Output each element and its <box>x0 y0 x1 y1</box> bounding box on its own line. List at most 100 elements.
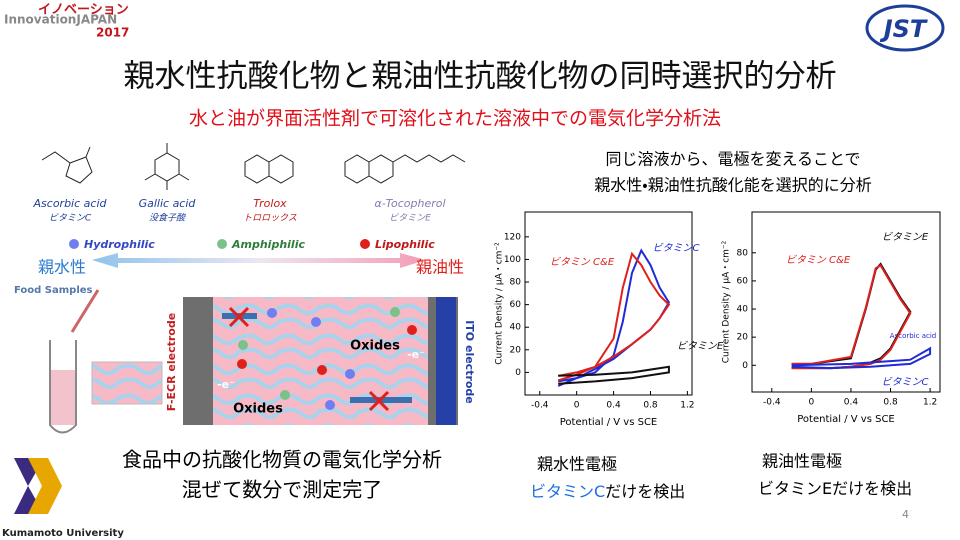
tube-liquid <box>51 370 75 425</box>
cv-curve <box>557 251 671 382</box>
legend-label: Lipophilic <box>375 238 435 251</box>
compound-name: α-Tocopherol <box>374 197 445 210</box>
oxides-label: Oxides <box>350 339 400 354</box>
page-number: 4 <box>902 508 909 521</box>
compound-jp: ビタミンC <box>49 213 92 224</box>
annotation: Ascorbic acid <box>890 332 936 340</box>
plots-note: 親水性・親油性抗酸化能を選択的に分析 <box>594 176 871 195</box>
cv-curve <box>791 262 912 370</box>
legend-dot <box>360 239 370 249</box>
series-label: ビタミンE <box>677 340 724 352</box>
x-tick-label: -0.4 <box>531 401 549 411</box>
y-tick-label: 100 <box>504 255 521 265</box>
cv-curve <box>558 365 670 385</box>
legend-label: Amphiphilic <box>231 238 305 251</box>
x-axis-label: Potential / V vs SCE <box>797 414 895 425</box>
block-mark <box>368 390 390 412</box>
university-logo <box>28 458 62 514</box>
compound-name: Trolox <box>253 197 287 210</box>
molecules <box>237 307 417 410</box>
legend-label: Hydrophilic <box>84 238 155 251</box>
event-logo: イノベーション <box>38 3 129 18</box>
y-tick-label: 40 <box>737 305 749 315</box>
legend-dot <box>69 239 79 249</box>
y-tick-label: 20 <box>737 333 749 343</box>
event-logo: 2017 <box>96 26 129 40</box>
electron-label: -e⁻ <box>217 378 235 391</box>
university-logo <box>14 458 44 514</box>
plot-frame <box>751 211 941 393</box>
result-target-rest: だけを検出 <box>832 479 912 498</box>
cv-curve <box>791 264 912 370</box>
electron-label: -e⁻ <box>407 348 425 361</box>
right-electrode-label: ITO electrode <box>463 320 476 404</box>
cv-curve <box>791 346 932 370</box>
series-label: ビタミン C&E <box>786 254 851 266</box>
y-tick-label: 0 <box>515 368 521 378</box>
y-tick-label: 60 <box>737 276 749 286</box>
result-target-rest: だけを検出 <box>605 482 685 501</box>
title: 親水性抗酸化物と親油性抗酸化物の同時選択的分析 <box>124 59 837 95</box>
university: Kumamoto University <box>2 528 124 539</box>
y-tick-label: 20 <box>510 345 522 355</box>
polarity-arrow <box>92 253 426 268</box>
y-axis-label: Current Density / μA・cm⁻² <box>722 240 732 363</box>
x-tick-label: 0.8 <box>883 398 898 408</box>
legend-dot <box>217 239 227 249</box>
caption: 食品中の抗酸化物質の電気化学分析 <box>122 448 442 472</box>
result-target: ビタミンCだけを検出 <box>530 482 685 501</box>
series-label: ビタミンC <box>653 242 700 254</box>
cv-curve <box>557 248 671 387</box>
series-label: ビタミン C&E <box>550 256 615 268</box>
polarity-right: 親油性 <box>416 258 464 277</box>
x-tick-label: 0 <box>574 401 580 411</box>
plots-note: 同じ溶液から、電極を変えることで <box>605 150 860 169</box>
y-axis-label: Current Density / μA・cm⁻² <box>495 242 505 365</box>
compound-jp: トロロックス <box>243 213 297 224</box>
compound-jp: 没食子酸 <box>149 213 187 224</box>
y-tick-label: 40 <box>510 323 522 333</box>
y-tick-label: 80 <box>510 278 522 288</box>
compound-jp: ビタミンE <box>389 213 431 224</box>
result-target-name: ビタミンC <box>530 482 605 501</box>
org-logo-frame <box>865 4 945 52</box>
emulsion <box>183 297 438 425</box>
left-electrode-label: F-ECR electrode <box>165 313 178 411</box>
compound-name: Gallic acid <box>139 197 197 210</box>
y-tick-label: 0 <box>742 361 748 371</box>
x-tick-label: 0.8 <box>643 401 658 411</box>
series-label: ビタミンE <box>882 231 929 243</box>
x-tick-label: -0.4 <box>763 398 781 408</box>
x-tick-label: 1.2 <box>680 401 694 411</box>
polarity-left: 親水性 <box>38 258 86 277</box>
structures <box>41 143 466 190</box>
series-label: ビタミンC <box>882 376 929 388</box>
y-tick-label: 120 <box>504 232 521 242</box>
result-electrode: 親水性電極 <box>537 455 617 474</box>
oxides-label: Oxides <box>233 402 283 417</box>
y-tick-label: 80 <box>737 248 749 258</box>
block-mark <box>228 306 250 328</box>
left-electrode <box>183 297 213 425</box>
x-tick-label: 0 <box>809 398 815 408</box>
food-samples: Food Samples <box>14 285 93 296</box>
y-tick-label: 60 <box>510 300 522 310</box>
x-tick-label: 1.2 <box>923 398 937 408</box>
result-target-name: ビタミンE <box>758 479 832 498</box>
x-tick-label: 0.4 <box>844 398 859 408</box>
x-tick-label: 0.4 <box>606 401 621 411</box>
org-logo: JST <box>880 15 928 43</box>
ito-layer <box>436 297 456 425</box>
x-axis-label: Potential / V vs SCE <box>560 417 658 428</box>
subtitle: 水と油が界面活性剤で可溶化された溶液中での電気化学分析法 <box>189 108 721 130</box>
result-electrode: 親油性電極 <box>762 452 842 471</box>
emulsion-zoom <box>91 361 163 405</box>
caption: 混ぜて数分で測定完了 <box>182 478 383 502</box>
event-logo: InnovationJAPAN <box>4 13 117 27</box>
result-target: ビタミンEだけを検出 <box>758 479 912 498</box>
plot-frame <box>524 211 693 396</box>
pipette <box>70 289 100 333</box>
